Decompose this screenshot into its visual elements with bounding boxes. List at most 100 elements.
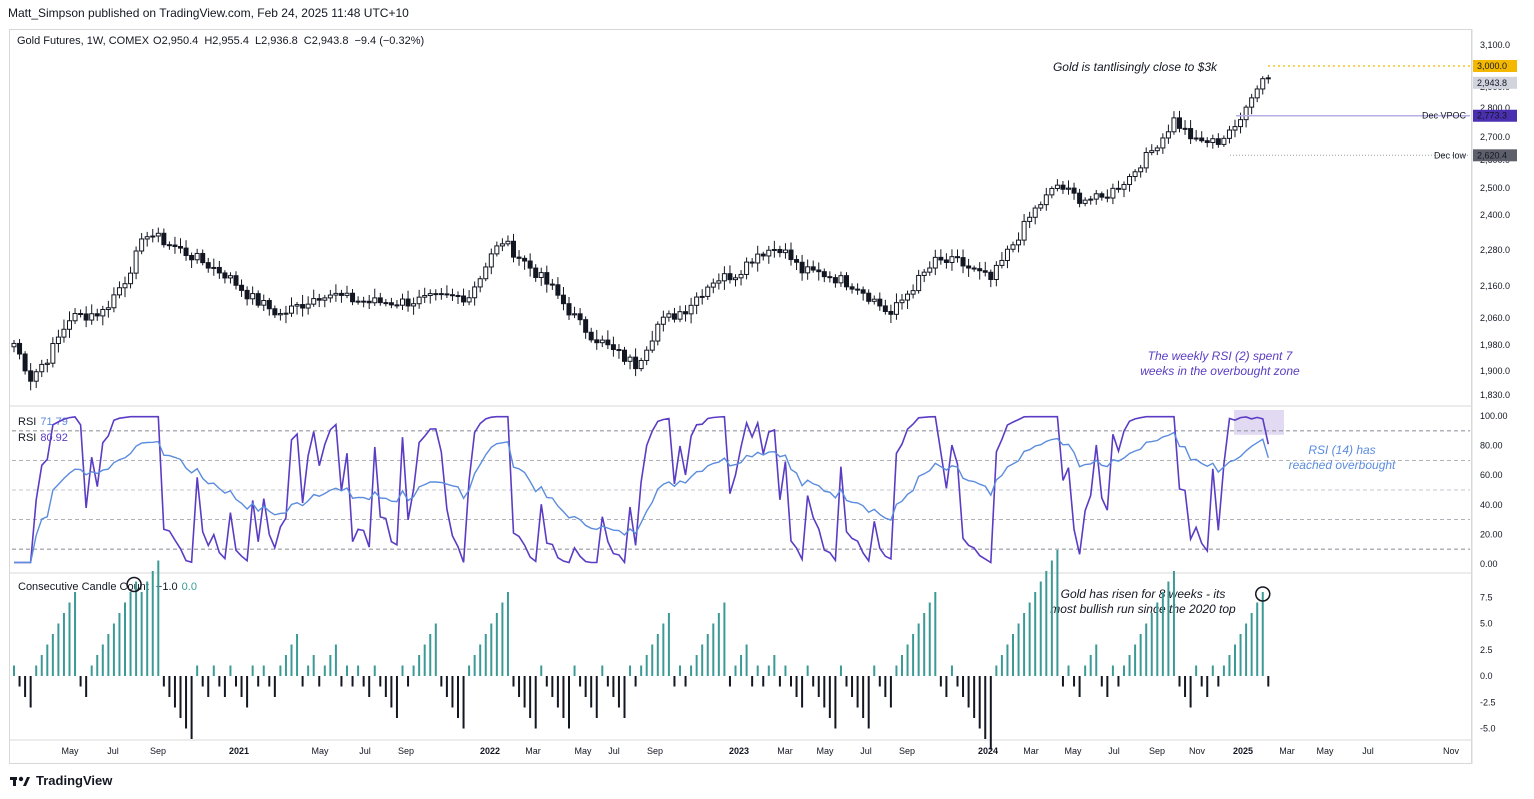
price-candle-down xyxy=(633,356,639,370)
annotation-rsi2-line2: weeks in the overbought zone xyxy=(1140,364,1300,378)
price-candle-down xyxy=(988,271,994,280)
tradingview-logo[interactable]: TradingView xyxy=(10,773,112,788)
ccc-label: Consecutive Candle Count xyxy=(18,581,149,593)
price-candle-up xyxy=(660,316,666,325)
price-candle-up xyxy=(1054,184,1060,189)
price-candle-up xyxy=(289,305,294,314)
time-tick-label: Jul xyxy=(1362,746,1374,756)
ccc-tick-label: 5.0 xyxy=(1480,619,1493,629)
time-tick-label: May xyxy=(816,746,834,756)
price-candle-down xyxy=(683,311,689,315)
ccc-legend[interactable]: Consecutive Candle Count −1.0 0.0 xyxy=(18,581,201,593)
price-candle-up xyxy=(294,304,300,307)
price-candle-down xyxy=(827,276,833,279)
price-candle-down xyxy=(849,286,855,290)
price-candle-down xyxy=(882,305,888,312)
price-candle-up xyxy=(250,293,256,300)
price-candle-down xyxy=(594,339,600,344)
price-candle-up xyxy=(627,356,633,362)
price-candle-up xyxy=(61,328,67,338)
time-tick-label: Sep xyxy=(899,746,915,756)
time-tick-label: Mar xyxy=(777,746,793,756)
annotation-rsi14: RSI (14) has reached overbought xyxy=(1282,443,1402,473)
price-candle-up xyxy=(150,235,156,238)
time-tick-label: Jul xyxy=(860,746,872,756)
rsi-tick-label: 80.00 xyxy=(1480,441,1503,451)
level-3000-label: 3,000.0 xyxy=(1477,61,1507,71)
price-candle-up xyxy=(33,371,39,382)
last-price-label: 2,943.8 xyxy=(1477,78,1507,88)
price-candle-down xyxy=(1115,187,1121,190)
price-candle-down xyxy=(943,259,949,263)
price-candle-up xyxy=(738,273,744,279)
price-candle-down xyxy=(350,292,356,303)
price-candle-down xyxy=(449,294,455,297)
price-candle-up xyxy=(427,293,433,297)
price-candle-up xyxy=(1149,150,1155,154)
price-candle-up xyxy=(1232,126,1238,131)
price-candle-down xyxy=(255,293,261,306)
price-legend: Gold Futures, 1W, COMEX O2,950.4 H2,955.4 L… xyxy=(17,35,428,47)
rsi1-label: RSI xyxy=(18,416,37,428)
price-candle-up xyxy=(1254,88,1260,99)
price-candle-up xyxy=(422,295,428,298)
price-candle-down xyxy=(78,313,84,316)
price-candle-up xyxy=(1043,194,1049,206)
price-candle-up xyxy=(100,309,106,317)
price-candle-up xyxy=(999,259,1005,266)
price-tick-label: 3,100.0 xyxy=(1480,40,1510,50)
time-tick-label: Mar xyxy=(1279,746,1295,756)
price-candle-up xyxy=(416,296,422,305)
price-candle-up xyxy=(322,297,328,301)
price-candle-up xyxy=(1016,239,1022,246)
price-candle-down xyxy=(966,265,972,269)
price-candle-up xyxy=(105,307,111,311)
price-candle-up xyxy=(1154,147,1160,152)
rsi14-line[interactable] xyxy=(14,431,1269,564)
rsi2-line[interactable] xyxy=(14,415,1270,565)
price-candle-up xyxy=(55,336,61,345)
price-candle-up xyxy=(72,313,78,322)
rsi-legend-2[interactable]: RSI 80.92 xyxy=(18,432,72,444)
price-candle-down xyxy=(1215,138,1221,145)
price-candle-up xyxy=(1038,204,1044,209)
price-candle-up xyxy=(755,253,761,264)
price-candle-up xyxy=(1027,216,1033,222)
price-candle-up xyxy=(344,292,350,296)
symbol-label[interactable]: Gold Futures, 1W, COMEX xyxy=(17,35,150,47)
price-candle-down xyxy=(244,289,250,300)
price-candle-up xyxy=(771,248,777,251)
price-candle-up xyxy=(155,232,161,237)
price-candle-up xyxy=(921,271,927,276)
price-candle-up xyxy=(871,298,877,302)
price-candle-down xyxy=(544,272,550,285)
price-tick-label: 2,800.0 xyxy=(1480,103,1510,113)
price-candle-down xyxy=(83,313,89,321)
price-candle-down xyxy=(1071,187,1077,194)
price-candle-up xyxy=(644,349,650,361)
price-candle-down xyxy=(622,349,627,362)
price-candle-up xyxy=(477,278,483,288)
price-candle-down xyxy=(388,302,394,306)
price-candle-up xyxy=(905,293,911,301)
price-candle-up xyxy=(1082,199,1088,204)
annotation-ccc: Gold has risen for 8 weeks - its most bu… xyxy=(1028,587,1258,617)
ccc-tick-label: 7.5 xyxy=(1480,592,1493,602)
dec-vpoc-label: 2,773.3 xyxy=(1477,111,1507,121)
price-tick-label: 1,830.0 xyxy=(1480,390,1510,400)
price-candle-down xyxy=(1077,192,1083,204)
price-candle-up xyxy=(899,299,905,304)
price-candle-up xyxy=(782,249,788,254)
time-tick-label: Nov xyxy=(1443,746,1460,756)
price-candle-up xyxy=(333,292,339,296)
rsi-legend-1[interactable]: RSI 71.79 xyxy=(18,416,72,428)
price-candle-up xyxy=(733,277,738,281)
price-tick-label: 2,060.0 xyxy=(1480,313,1510,323)
price-candle-up xyxy=(122,283,128,289)
price-candle-down xyxy=(1177,117,1182,129)
dec-low-label: 2,620.4 xyxy=(1477,150,1507,160)
annotation-ccc-line2: most bullish run since the 2020 top xyxy=(1050,602,1236,616)
price-candle-down xyxy=(172,244,178,248)
price-candle-down xyxy=(444,293,450,296)
